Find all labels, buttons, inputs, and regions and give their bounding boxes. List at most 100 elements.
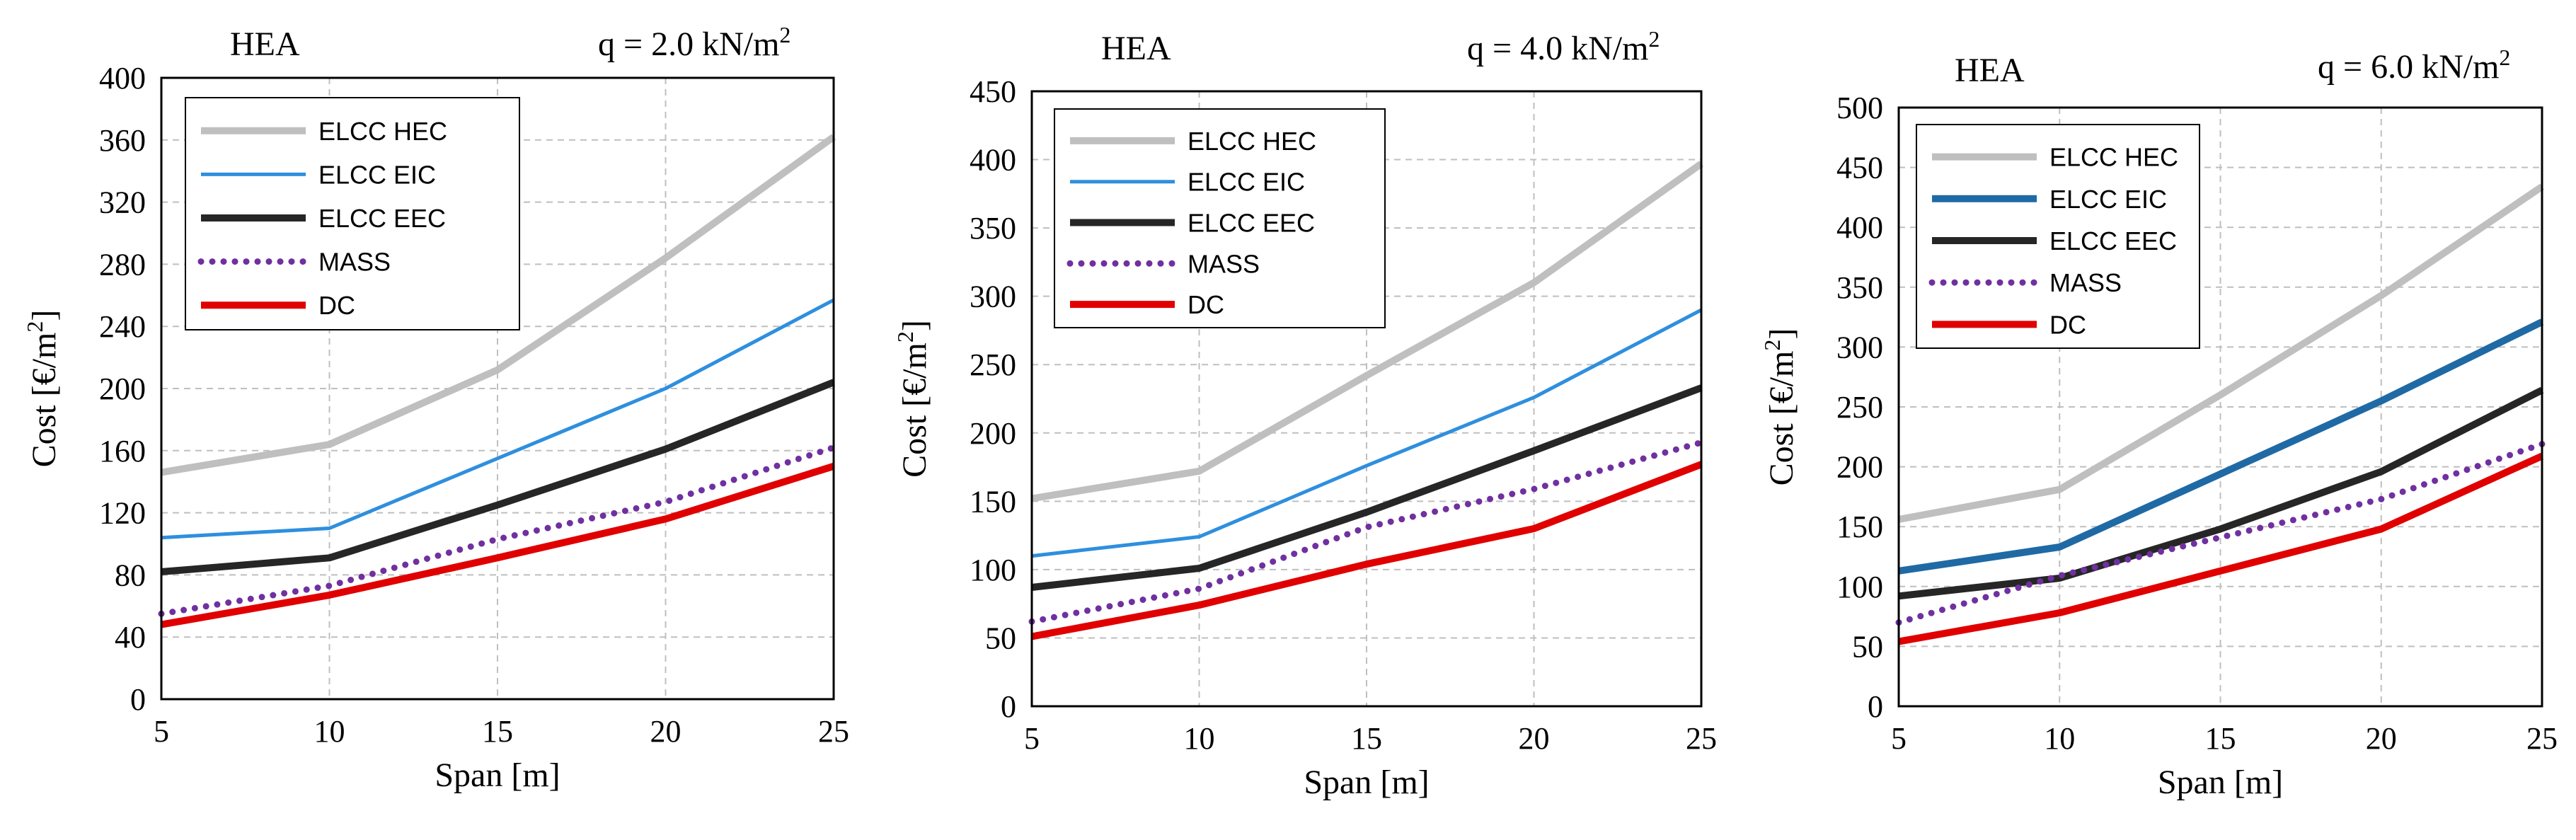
legend-label: ELCC EEC [2049,226,2177,255]
load-annotation: q = 2.0 kN/m2 [598,22,790,63]
x-axis-title: Span [m] [2158,764,2283,801]
chart-panel-2: 0 50 100 150 200 250 300 350 400 450 5 10 15 20 25 Span… [892,26,1717,801]
y-axis-title-main: Cost [€/m [896,343,933,478]
series-line-elcc-hec [1031,161,1703,502]
y-tick-label: 160 [99,434,146,468]
series-line-elcc-eec [161,379,835,575]
x-tick-label: 5 [154,714,169,749]
load-annotation-superscript: 2 [779,22,790,47]
x-axis-title: Span [m] [435,756,560,794]
y-tick-label: 50 [985,621,1016,655]
legend-label: ELCC EEC [318,204,446,233]
series-line-elcc-eec [1898,386,2544,600]
chart-panel-1: 0 40 80 120 160 200 240 280 320 360 400 5 10 15 20 25 Sp… [22,22,849,794]
series-line-dc [1031,461,1703,640]
legend-label: MASS [2049,268,2122,297]
y-tick-label: 400 [1836,210,1883,245]
y-tick-label: 120 [99,496,146,531]
legend-label: DC [1188,290,1224,319]
y-axis-title-end: ] [1763,328,1800,340]
y-tick-label: 0 [1001,689,1016,724]
x-tick-label: 15 [1351,721,1382,756]
y-tick-label: 200 [99,372,146,406]
y-tick-label: 280 [99,247,146,282]
legend: ELCC HEC ELCC EIC ELCC EEC MASS DC [1916,124,2200,349]
series-line-elcc-eec [1031,384,1703,591]
x-tick-label: 10 [314,714,345,749]
x-tick-label: 15 [482,714,513,749]
x-axis-title: Span [m] [1304,764,1429,801]
load-annotation-superscript: 2 [2499,45,2510,70]
y-tick-label: 50 [1852,629,1883,664]
legend-label: ELCC HEC [1188,127,1316,156]
y-axis-title-superscript: 2 [1759,340,1785,351]
plot-frame [160,76,835,701]
legend-label: MASS [1188,249,1260,278]
plot-frame [1897,106,2543,708]
x-tick-label: 15 [2205,721,2236,756]
legend-label: ELCC EIC [2049,185,2167,214]
series-line-elcc-eic [161,298,835,540]
y-tick-label: 200 [970,416,1016,451]
y-tick-label: 300 [1836,330,1883,364]
y-tick-label: 100 [970,553,1016,587]
section-title: HEA [230,25,300,63]
legend-label: ELCC EIC [318,160,436,189]
y-axis-title-main: Cost [€/m [25,333,63,468]
series-line-mass [1895,441,2546,626]
y-axis-title: Cost [€/m2] [1759,328,1800,486]
x-tick-label: 20 [650,714,682,749]
x-tick-label: 20 [1519,721,1550,756]
y-tick-label: 350 [1836,270,1883,305]
y-tick-label: 360 [99,123,146,158]
load-annotation-main: q = 6.0 kN/m [2318,48,2499,86]
x-tick-label: 10 [2044,721,2075,756]
y-axis-title-superscript: 2 [892,331,918,343]
load-annotation: q = 6.0 kN/m2 [2318,45,2510,86]
x-tick-label: 20 [2366,721,2397,756]
y-tick-label: 450 [1836,151,1883,185]
series-line-mass [1028,439,1705,625]
legend-box [1054,108,1386,328]
series-line-elcc-hec [161,134,836,476]
y-tick-label: 350 [970,211,1016,246]
section-title: HEA [1955,52,2025,89]
y-tick-label: 100 [1836,570,1883,604]
y-tick-label: 0 [130,682,146,717]
y-tick-label: 500 [1836,91,1883,125]
load-annotation-superscript: 2 [1648,26,1660,52]
x-tick-label: 5 [1891,721,1907,756]
series-line-mass [158,444,837,617]
x-tick-label: 25 [1686,721,1717,756]
y-tick-label: 300 [970,280,1016,314]
plot-frame [1030,90,1703,708]
legend-label: DC [2049,310,2086,339]
y-tick-label: 320 [99,185,146,220]
y-tick-label: 400 [99,61,146,96]
legend-label: ELCC HEC [318,117,447,146]
series-line-elcc-hec [1898,183,2544,523]
y-tick-label: 400 [970,143,1016,178]
x-tick-label: 5 [1024,721,1040,756]
y-tick-label: 250 [1836,390,1883,425]
legend-box [1916,124,2200,349]
y-axis-title: Cost [€/m2] [22,310,63,468]
legend-label: DC [318,291,355,320]
legend: ELCC HEC ELCC EIC ELCC EEC MASS DC [185,97,520,330]
x-tick-label: 25 [818,714,849,749]
legend-label: MASS [318,248,391,277]
legend-label: ELCC EIC [1188,168,1305,197]
x-tick-label: 10 [1184,721,1215,756]
legend-label: ELCC HEC [2049,143,2178,172]
y-axis-title: Cost [€/m2] [892,320,933,478]
y-tick-label: 450 [970,74,1016,109]
load-annotation-main: q = 2.0 kN/m [598,25,779,63]
y-tick-label: 150 [1836,510,1883,544]
y-axis-title-main: Cost [€/m [1763,351,1800,486]
legend-box [185,97,520,330]
y-axis-title-superscript: 2 [22,321,47,333]
series-line-dc [161,463,835,628]
y-tick-label: 80 [115,558,146,592]
y-tick-label: 0 [1868,689,1883,724]
